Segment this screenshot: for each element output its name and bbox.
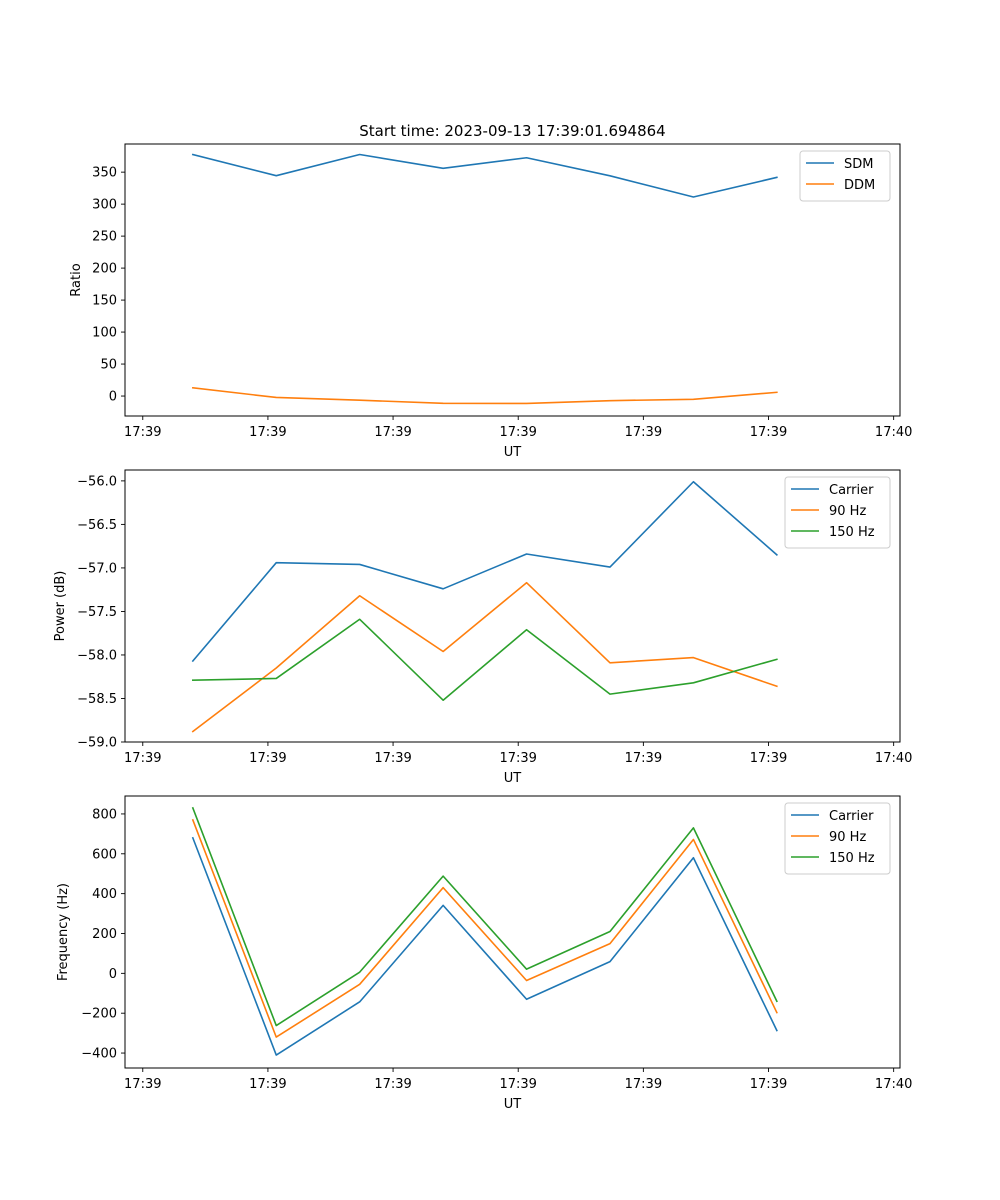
x-tick-label: 17:39 xyxy=(499,751,536,766)
legend-label: SDM xyxy=(844,157,873,172)
legend-label: 90 Hz xyxy=(829,504,866,519)
x-tick-label: 17:39 xyxy=(124,751,161,766)
y-tick-label: 200 xyxy=(92,927,117,942)
legend-label: Carrier xyxy=(829,483,874,498)
legend-label: Carrier xyxy=(829,809,874,824)
y-tick-label: −57.0 xyxy=(77,561,117,576)
y-tick-label: −59.0 xyxy=(77,736,117,751)
series-line-150-hz xyxy=(192,618,778,702)
x-tick-label: 17:39 xyxy=(124,1077,161,1092)
x-tick-label: 17:39 xyxy=(750,425,787,440)
y-tick-label: 350 xyxy=(92,166,117,181)
y-axis-label: Frequency (Hz) xyxy=(56,883,71,981)
x-tick-label: 17:40 xyxy=(875,1077,912,1092)
x-tick-label: 17:39 xyxy=(249,1077,286,1092)
legend-label: 150 Hz xyxy=(829,525,875,540)
x-tick-label: 17:39 xyxy=(625,1077,662,1092)
figure-title: Start time: 2023-09-13 17:39:01.694864 xyxy=(359,122,665,140)
series-line-carrier xyxy=(191,836,778,1056)
x-tick-label: 17:39 xyxy=(625,425,662,440)
subplot-ratio: 17:39 17:39 17:39 17:39 17:39 17:39 17:40 0 50 10… xyxy=(69,143,912,460)
x-tick-label: 17:39 xyxy=(374,425,411,440)
y-axis-label: Ratio xyxy=(69,263,84,296)
x-tick-label: 17:39 xyxy=(124,425,161,440)
x-tick-label: 17:39 xyxy=(374,751,411,766)
y-tick-label: −56.0 xyxy=(77,474,117,489)
axes-frame xyxy=(124,143,901,417)
series-line-sdm xyxy=(191,153,778,198)
y-tick-label: −56.5 xyxy=(77,518,117,533)
y-tick-label: 250 xyxy=(92,230,117,245)
y-tick-label: −400 xyxy=(81,1047,117,1062)
x-tick-label: 17:39 xyxy=(249,425,286,440)
axes-frame xyxy=(124,795,901,1069)
y-tick-label: 800 xyxy=(92,807,117,822)
legend-label: DDM xyxy=(844,178,875,193)
x-axis-label: UT xyxy=(504,1097,522,1112)
subplot-frequency: 17:39 17:39 17:39 17:39 17:39 17:39 17:40 −400 −… xyxy=(56,795,912,1112)
y-tick-label: 100 xyxy=(92,326,117,341)
x-tick-label: 17:39 xyxy=(249,751,286,766)
y-tick-label: −58.5 xyxy=(77,692,117,707)
x-axis-label: UT xyxy=(504,771,522,786)
x-tick-label: 17:40 xyxy=(875,425,912,440)
series-line-ddm xyxy=(191,386,778,405)
y-tick-label: 150 xyxy=(92,294,117,309)
x-tick-label: 17:39 xyxy=(750,1077,787,1092)
y-tick-label: −200 xyxy=(81,1007,117,1022)
y-tick-label: 400 xyxy=(92,887,117,902)
x-axis-label: UT xyxy=(504,445,522,460)
series-line-90-hz xyxy=(191,818,778,1038)
y-tick-label: 200 xyxy=(92,262,117,277)
y-tick-label: 50 xyxy=(100,358,117,373)
y-tick-label: 300 xyxy=(92,198,117,213)
legend-label: 90 Hz xyxy=(829,830,866,845)
x-tick-label: 17:39 xyxy=(499,425,536,440)
axes-frame xyxy=(124,469,901,743)
x-tick-label: 17:39 xyxy=(625,751,662,766)
y-tick-label: 0 xyxy=(109,967,117,982)
y-tick-label: −58.0 xyxy=(77,648,117,663)
x-tick-label: 17:39 xyxy=(374,1077,411,1092)
y-tick-label: −57.5 xyxy=(77,605,117,620)
y-tick-label: 600 xyxy=(92,847,117,862)
series-line-carrier xyxy=(191,480,778,663)
series-line-150-hz xyxy=(191,806,778,1027)
series-line-90-hz xyxy=(191,581,778,733)
legend-label: 150 Hz xyxy=(829,851,875,866)
y-tick-label: 0 xyxy=(109,390,117,405)
x-tick-label: 17:39 xyxy=(499,1077,536,1092)
subplot-power: 17:39 17:39 17:39 17:39 17:39 17:39 17:40 −59.0… xyxy=(53,469,912,786)
x-tick-label: 17:39 xyxy=(750,751,787,766)
y-axis-label: Power (dB) xyxy=(53,571,68,642)
x-tick-label: 17:40 xyxy=(875,751,912,766)
